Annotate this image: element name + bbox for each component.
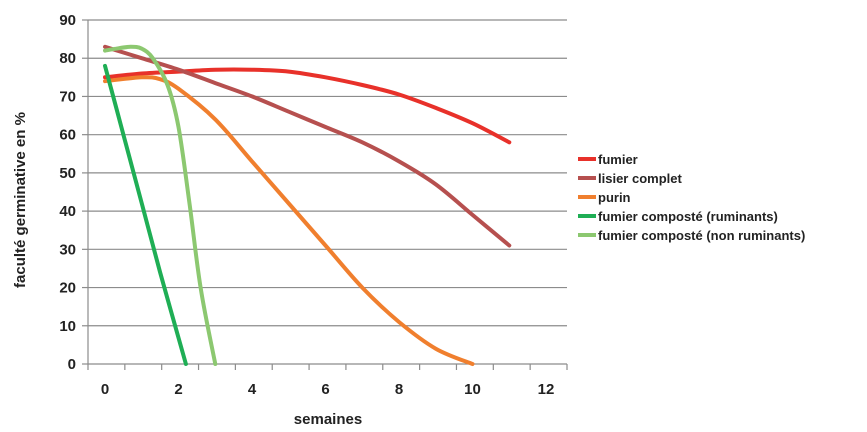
legend-label: fumier — [598, 152, 638, 167]
grid-lines — [88, 19, 567, 327]
y-tick-label: 80 — [59, 50, 76, 67]
series-line-4 — [103, 63, 188, 366]
x-tick-labels: 0 2 4 6 8 10 12 — [101, 381, 555, 398]
x-tick-label: 6 — [321, 381, 329, 398]
series-line-3 — [103, 75, 475, 366]
y-tick-label: 60 — [59, 127, 76, 144]
legend-label: fumier composté (ruminants) — [598, 209, 778, 224]
axes — [82, 19, 568, 370]
y-tick-label: 20 — [59, 280, 76, 297]
y-tick-labels: 0 10 20 30 40 50 60 70 80 90 — [59, 12, 76, 373]
x-tick-label: 8 — [395, 381, 403, 398]
x-tick-label: 10 — [464, 381, 481, 398]
y-tick-label: 70 — [59, 88, 76, 105]
x-tick-label: 4 — [248, 381, 257, 398]
legend-label: lisier complet — [598, 171, 682, 186]
x-tick-label: 0 — [101, 381, 109, 398]
y-axis-title: faculté germinative en % — [12, 112, 29, 288]
y-tick-label: 0 — [68, 356, 76, 373]
legend-label: purin — [598, 190, 631, 205]
series-lines — [103, 44, 512, 366]
series-line-2 — [103, 44, 512, 248]
y-tick-label: 10 — [59, 318, 76, 335]
legend-label: fumier composté (non ruminants) — [598, 228, 805, 243]
x-axis-title: semaines — [294, 411, 362, 428]
series-line-1 — [103, 67, 512, 145]
legend: fumier lisier complet purin fumier composté… — [578, 152, 805, 243]
series-line-5 — [103, 44, 218, 366]
x-tick-label: 12 — [538, 381, 555, 398]
y-tick-label: 90 — [59, 12, 76, 29]
y-tick-label: 40 — [59, 203, 76, 220]
y-tick-label: 30 — [59, 241, 76, 258]
x-tick-label: 2 — [174, 381, 182, 398]
y-tick-label: 50 — [59, 165, 76, 182]
